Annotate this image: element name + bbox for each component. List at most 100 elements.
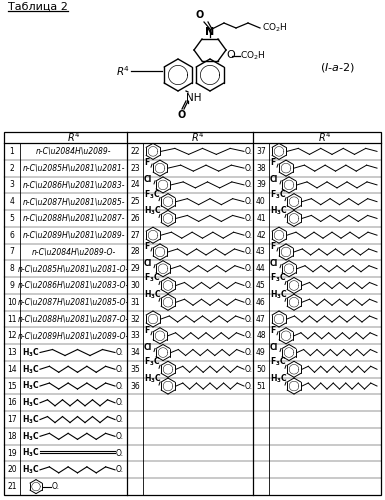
Text: 42: 42 [256,230,266,239]
Text: 13: 13 [7,348,17,357]
Text: O.: O. [116,448,124,458]
Text: 39: 39 [256,180,266,190]
Text: $\mathbf{F_3C}$: $\mathbf{F_3C}$ [270,188,286,200]
Text: n-C\u2087H\u2081\u2085-O-: n-C\u2087H\u2081\u2085-O- [18,298,129,306]
Text: $\mathbf{H_3C}$: $\mathbf{H_3C}$ [270,288,288,301]
Text: n-C\u2084H\u2089-O-: n-C\u2084H\u2089-O- [31,248,115,256]
Text: Cl: Cl [270,258,278,268]
Text: $\mathbf{H_3C}$: $\mathbf{H_3C}$ [22,396,40,409]
Text: 51: 51 [256,382,266,390]
Text: O.: O. [245,382,253,390]
Text: F: F [144,242,149,251]
Text: $\mathbf{H_3C}$: $\mathbf{H_3C}$ [144,288,162,301]
Text: 7: 7 [10,248,15,256]
Text: 3: 3 [10,180,15,190]
Text: O.: O. [245,180,253,190]
Text: $\mathbf{F_3C}$: $\mathbf{F_3C}$ [270,356,286,368]
Text: O.: O. [116,415,124,424]
Text: $\mathbf{H_3C}$: $\mathbf{H_3C}$ [22,363,40,376]
Text: O.: O. [245,314,253,324]
Text: 28: 28 [130,248,140,256]
Text: 19: 19 [7,448,17,458]
Text: O.: O. [116,365,124,374]
Text: F: F [144,326,149,335]
Text: F: F [270,242,275,251]
Text: 2: 2 [10,164,14,172]
Text: 50: 50 [256,365,266,374]
Text: $\mathbf{H_3C}$: $\mathbf{H_3C}$ [270,205,288,218]
Text: 18: 18 [7,432,17,441]
Text: $\mathbf{H_3C}$: $\mathbf{H_3C}$ [144,372,162,385]
Text: O.: O. [116,398,124,407]
Text: O: O [178,110,186,120]
Text: 37: 37 [256,147,266,156]
Text: O.: O. [245,348,253,357]
Text: O.: O. [116,432,124,441]
Text: $\mathbf{H_3C}$: $\mathbf{H_3C}$ [270,372,288,385]
Text: O.: O. [245,298,253,306]
Text: O.: O. [245,197,253,206]
Text: O.: O. [245,332,253,340]
Text: 8: 8 [10,264,14,273]
Text: $R^4$: $R^4$ [191,130,205,144]
Text: $R^4$: $R^4$ [67,130,80,144]
Text: 9: 9 [10,281,15,290]
Bar [4,132,381,495]
Text: 24: 24 [130,180,140,190]
Text: O: O [226,50,235,60]
Text: O.: O. [116,382,124,390]
Text: 34: 34 [130,348,140,357]
Text: n-C\u2085H\u2081\u2081-O-: n-C\u2085H\u2081\u2081-O- [18,264,129,273]
Text: 6: 6 [10,230,15,239]
Text: 35: 35 [130,365,140,374]
Text: O.: O. [116,348,124,357]
Text: O.: O. [245,214,253,223]
Text: 22: 22 [130,147,140,156]
Text: F: F [270,158,275,167]
Text: $(I$-$a$-$2)$: $(I$-$a$-$2)$ [320,60,355,74]
Text: Cl: Cl [144,342,152,351]
Text: 48: 48 [256,332,266,340]
Text: $R^4$: $R^4$ [116,64,130,78]
Text: 30: 30 [130,281,140,290]
Text: 27: 27 [130,230,140,239]
Text: O.: O. [245,264,253,273]
Text: n-C\u2086H\u2081\u2083-: n-C\u2086H\u2081\u2083- [22,180,125,190]
Text: O.: O. [52,482,60,491]
Text: NH: NH [186,93,201,103]
Text: N: N [205,27,214,37]
Text: n-C\u2085H\u2081\u2081-: n-C\u2085H\u2081\u2081- [22,164,125,172]
Text: Cl: Cl [270,342,278,351]
Text: 14: 14 [7,365,17,374]
Text: O: O [196,10,204,20]
Text: n-C\u2088H\u2081\u2087-O-: n-C\u2088H\u2081\u2087-O- [18,314,129,324]
Text: 41: 41 [256,214,266,223]
Text: n-C\u2089H\u2081\u2089-O-: n-C\u2089H\u2081\u2089-O- [18,332,129,340]
Text: Cl: Cl [144,175,152,184]
Text: $\mathbf{F_3C}$: $\mathbf{F_3C}$ [270,272,286,284]
Text: 44: 44 [256,264,266,273]
Text: n-C\u2088H\u2081\u2087-: n-C\u2088H\u2081\u2087- [22,214,125,223]
Text: Таблица 2: Таблица 2 [8,2,68,12]
Text: 11: 11 [7,314,17,324]
Text: 38: 38 [256,164,266,172]
Text: $\mathbf{H_3C}$: $\mathbf{H_3C}$ [22,447,40,460]
Text: 36: 36 [130,382,140,390]
Text: $\mathbf{H_3C}$: $\mathbf{H_3C}$ [22,414,40,426]
Text: Cl: Cl [144,258,152,268]
Text: $R^4$: $R^4$ [318,130,332,144]
Text: O.: O. [245,281,253,290]
Text: 12: 12 [7,332,17,340]
Text: 46: 46 [256,298,266,306]
Text: F: F [270,326,275,335]
Text: n-C\u2087H\u2081\u2085-: n-C\u2087H\u2081\u2085- [22,197,125,206]
Text: $\mathregular{CO_2H}$: $\mathregular{CO_2H}$ [240,50,266,62]
Text: O.: O. [116,466,124,474]
Text: 29: 29 [130,264,140,273]
Text: $\mathbf{H_3C}$: $\mathbf{H_3C}$ [144,205,162,218]
Text: 47: 47 [256,314,266,324]
Text: 15: 15 [7,382,17,390]
Text: $\mathbf{F_3C}$: $\mathbf{F_3C}$ [144,272,161,284]
Text: 33: 33 [130,332,140,340]
Text: O.: O. [245,365,253,374]
